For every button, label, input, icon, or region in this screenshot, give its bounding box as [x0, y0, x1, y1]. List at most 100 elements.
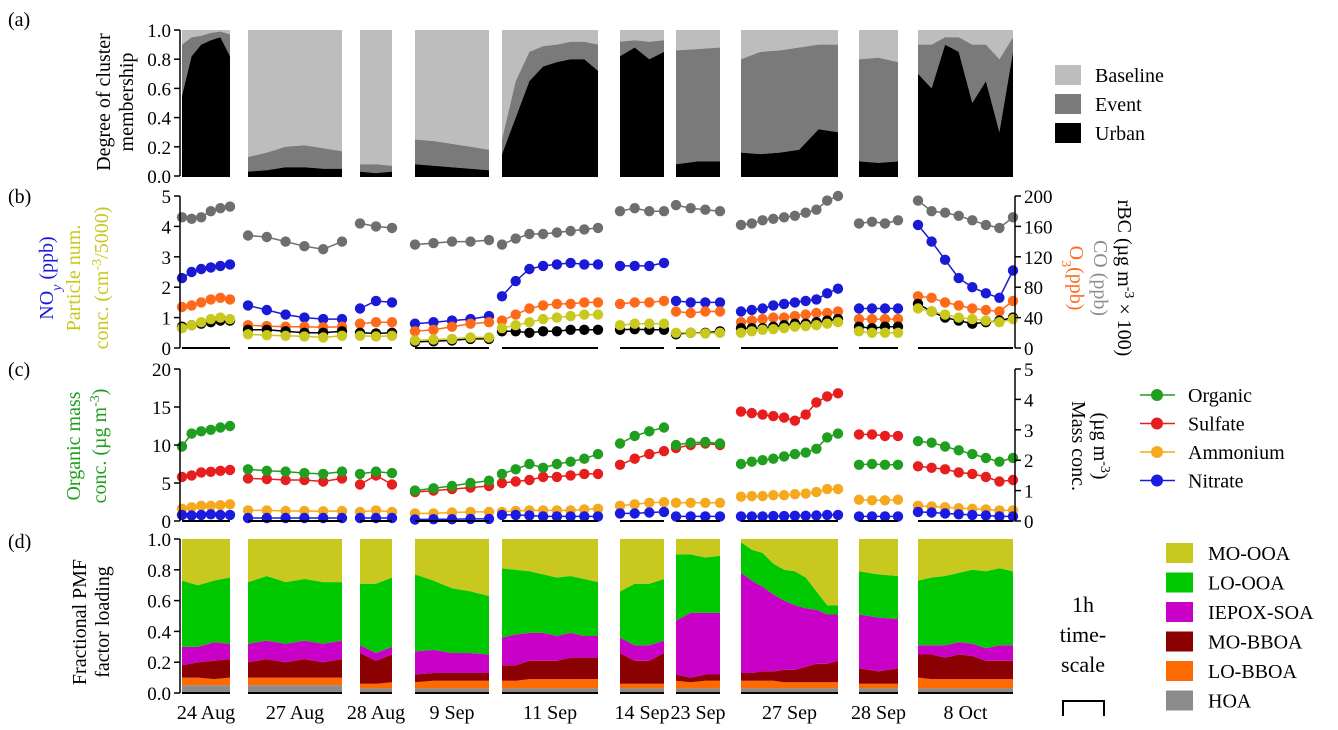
nitrate-point	[524, 510, 535, 521]
baseline-area	[182, 30, 230, 45]
hoa-area	[248, 685, 342, 693]
sulfate-point	[579, 468, 590, 480]
noy-point	[789, 297, 801, 308]
particle-line	[619, 322, 664, 326]
panel-b-ytick-right-label: 200	[1024, 187, 1053, 208]
co-point	[953, 210, 964, 221]
iepox-soa-area	[859, 614, 898, 672]
baseline-area	[741, 30, 838, 60]
organic-line	[740, 432, 839, 465]
x-label-24-aug: 24 Aug	[177, 702, 235, 724]
legend-marker-nitrate	[1151, 474, 1163, 487]
co-point	[280, 236, 291, 247]
sulfate-point	[215, 465, 226, 476]
o3-point	[215, 292, 226, 303]
nitrate-point	[428, 514, 439, 525]
co-point	[428, 237, 439, 249]
particle-point	[224, 313, 236, 325]
o3-point	[196, 297, 207, 308]
particle-point	[658, 318, 670, 329]
sulfate-point	[800, 409, 811, 420]
panel-b-ytick-label: 3	[162, 248, 172, 269]
panel-d-ylabel-1: Fractional PMF	[69, 559, 91, 685]
particle-point	[428, 334, 439, 345]
noy-point	[496, 291, 508, 302]
o3-point	[386, 317, 398, 328]
o3-point	[879, 313, 891, 325]
sulfate-point	[789, 415, 801, 426]
particle-point	[670, 327, 682, 338]
nitrate-point	[483, 513, 495, 525]
o3-point	[746, 315, 757, 326]
noy-point	[176, 272, 188, 284]
noy-line	[917, 224, 1014, 299]
nitrate-point	[994, 511, 1005, 522]
legend-label-mo-bboa: MO-BBOA	[1208, 632, 1303, 654]
panel-d-ytick-label: 0.0	[147, 684, 171, 705]
ammonium-point	[757, 490, 768, 502]
panel-letter-c: (c)	[8, 359, 30, 381]
co-point	[1007, 212, 1019, 223]
baseline-area	[248, 30, 342, 157]
organic-point	[746, 456, 757, 467]
o3-point	[700, 306, 711, 317]
noy-point	[879, 303, 891, 314]
co-point	[892, 215, 904, 226]
organic-point	[967, 448, 978, 460]
organic-point	[496, 468, 508, 480]
o3-point	[967, 303, 978, 314]
rbc-line	[858, 325, 898, 329]
sulfate-point	[757, 409, 768, 420]
organic-point	[1007, 452, 1019, 464]
hoa-area	[676, 688, 720, 693]
noy-point	[670, 295, 682, 307]
sulfate-point	[551, 471, 563, 483]
co-point	[483, 234, 495, 246]
particle-point	[811, 320, 822, 331]
particle-point	[926, 306, 937, 317]
panel-c-ylabel-right-1: Mass conc.	[1067, 401, 1089, 491]
nitrate-point	[205, 509, 216, 520]
sulfate-point	[866, 429, 878, 440]
sulfate-point	[386, 479, 398, 490]
particle-point	[318, 332, 329, 343]
panel-letter-a: (a)	[8, 9, 30, 31]
iepox-soa-area	[248, 640, 342, 663]
urban-area	[182, 37, 230, 176]
o3-point	[354, 318, 366, 329]
noy-point	[757, 303, 768, 314]
particle-point	[879, 327, 891, 338]
panel-c-ytick-label: 20	[152, 360, 171, 381]
legend-swatch-baseline	[1055, 65, 1081, 85]
sulfate-point	[832, 388, 844, 399]
co-point	[714, 206, 726, 217]
ammonium-point	[832, 483, 844, 495]
panel-b-ytick-label: 4	[162, 217, 172, 238]
noy-point	[524, 263, 535, 275]
co-point	[336, 236, 348, 247]
particle-point	[510, 320, 521, 331]
mo-ooa-area	[676, 539, 720, 558]
urban-area	[859, 161, 898, 176]
particle-point	[242, 329, 254, 340]
noy-point	[261, 304, 272, 316]
panel-a-ytick-label: 0.2	[147, 138, 171, 159]
o3-point	[496, 315, 508, 326]
panel-b-ylabel-particle-1: Particle num.	[63, 225, 85, 332]
noy-point	[853, 303, 865, 314]
noy-point	[700, 297, 711, 308]
co-point	[879, 218, 891, 229]
panel-d-ytick-label: 0.2	[147, 653, 171, 674]
o3-point	[853, 313, 865, 325]
particle-point	[537, 313, 549, 325]
co-point	[832, 190, 844, 202]
lo-ooa-area	[360, 577, 392, 653]
particle-point	[196, 317, 207, 328]
lo-ooa-area	[620, 579, 664, 646]
sulfate-point	[205, 466, 216, 477]
organic-point	[735, 458, 747, 470]
panel-b-ylabel-noy: NOy (ppb)	[36, 236, 65, 319]
panel-b-ytick-right-label: 160	[1024, 217, 1053, 238]
co-line	[675, 204, 721, 212]
organic-point	[592, 448, 604, 460]
